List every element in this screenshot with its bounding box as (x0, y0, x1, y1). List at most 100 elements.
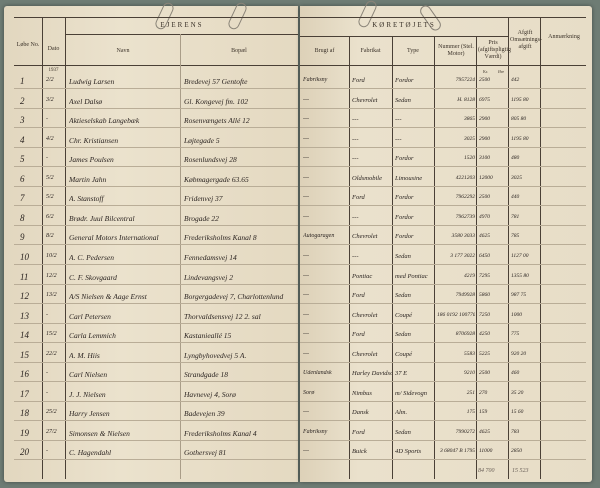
vehicle-type: Coupé (395, 311, 412, 319)
vehicle-price: 4625 (479, 428, 490, 435)
row-rule (300, 400, 586, 402)
vehicle-price: 12000 (479, 174, 493, 181)
row-rule (300, 361, 586, 363)
entry-number: 15 (20, 349, 29, 360)
owner-name: Martin Jahn (69, 174, 107, 184)
row-rule (14, 381, 298, 383)
entry-number: 19 (20, 427, 29, 438)
vehicle-used-by: --- (303, 116, 309, 123)
vehicle-price: 6975 (479, 96, 490, 103)
entry-number: 3 (20, 115, 25, 126)
vehicle-type: --- (395, 135, 402, 143)
vehicle-type: 37 E (395, 370, 408, 378)
entry-date: 15/2 (46, 331, 57, 338)
vehicle-price: 4970 (479, 213, 490, 220)
vehicle-type: Sedan (395, 428, 411, 436)
owner-address: Fennedamsvej 14 (184, 252, 237, 262)
vehicle-number: 3865 (464, 116, 475, 123)
vehicle-tax: 442 (511, 77, 520, 83)
vehicle-make: --- (352, 116, 359, 124)
row-rule (14, 166, 298, 168)
vehicle-make: --- (352, 155, 359, 163)
owner-name: J. J. Nielsen (69, 389, 106, 399)
vehicle-tax: 1127 00 (511, 252, 529, 259)
total-price: 84 700 (478, 468, 495, 474)
vehicle-price: 2500 (479, 370, 490, 377)
vehicle-type: Limousine (395, 174, 423, 182)
owner-address: Havnevej 4, Sorø (184, 389, 236, 399)
vehicle-number: 251 (466, 389, 475, 396)
vehicle-used-by: --- (303, 194, 309, 201)
owner-address: Brogade 22 (184, 213, 219, 223)
vehicle-type: Fordor (395, 155, 414, 163)
vehicle-type: Fordor (395, 194, 414, 202)
vehicle-type: Sedan (395, 96, 411, 104)
vehicle-used-by: Sorø (303, 389, 315, 396)
vehicle-make: Ford (352, 331, 365, 339)
entry-date: 4/2 (46, 135, 54, 142)
vehicle-number: 1520 (464, 155, 475, 162)
row-rule (14, 342, 298, 344)
row-rule (300, 342, 586, 344)
vehicle-price: 270 (479, 389, 488, 396)
vehicle-used-by: --- (303, 174, 309, 181)
vehicle-type: Alm. (395, 409, 408, 417)
owner-address: Rosenvængets Allé 12 (184, 116, 250, 126)
row-rule (14, 146, 298, 148)
entry-number: 17 (20, 388, 29, 399)
row-rule (14, 224, 298, 226)
entry-date: 13/2 (46, 292, 57, 299)
vehicle-type: Coupé (395, 350, 412, 358)
owner-address: Gothersvej 81 (184, 448, 227, 458)
vehicle-used-by: --- (303, 96, 309, 103)
vehicle-number: 3 68047 B 1795 (440, 448, 475, 455)
header-remark: Anmærkning (548, 34, 580, 40)
vehicle-number: 3580 3033 (451, 233, 475, 240)
entry-number: 4 (20, 134, 25, 145)
owner-address: Frederiksholms Kanal 8 (184, 233, 257, 243)
vehicle-tax: 35 20 (511, 389, 524, 396)
owner-address: Lindevangsvej 2 (184, 272, 233, 282)
vehicle-number: 3025 (464, 135, 475, 142)
vehicle-tax: 480 (511, 155, 520, 162)
vehicle-tax: 1000 (511, 311, 522, 318)
vehicle-make: --- (352, 135, 359, 143)
vehicle-price: 4625 (479, 233, 490, 240)
owner-address: Strandgade 18 (184, 370, 228, 380)
vehicle-price: 6450 (479, 252, 490, 259)
vehicle-number: H. 8128 (457, 96, 475, 103)
vehicle-tax: 920 20 (511, 350, 527, 357)
vehicle-price: 2500 (479, 194, 490, 201)
row-rule (14, 439, 298, 441)
row-rule (300, 381, 586, 383)
vehicle-number: 4221203 (455, 174, 475, 181)
vehicle-tax: 440 (511, 194, 520, 201)
vehicle-make: Ford (352, 77, 365, 84)
row-rule (14, 303, 298, 305)
vehicle-make: Oldsmobile (352, 174, 382, 182)
vehicle-number: 9210 (464, 370, 475, 377)
entry-date: - (46, 370, 48, 377)
entry-date: 22/2 (46, 350, 57, 357)
header-price: Pris (afgiftspligtig Værdi) (478, 40, 511, 60)
row-rule (14, 420, 298, 422)
vehicle-price: 7250 (479, 311, 490, 318)
entry-number: 1 (20, 76, 25, 86)
row-rule (300, 322, 586, 324)
row-rule (300, 88, 586, 89)
vehicle-used-by: --- (303, 331, 309, 338)
vehicle-price: 2500 (479, 77, 490, 83)
vehicle-price: 7295 (479, 272, 490, 279)
row-rule (14, 459, 298, 461)
vehicle-price: 5860 (479, 292, 490, 299)
vehicle-type: m/ Sidevogn (395, 389, 427, 397)
header-address: Bopæl (231, 48, 247, 54)
vehicle-tax: 460 (511, 370, 520, 377)
vehicle-used-by: --- (303, 252, 309, 259)
vehicle-used-by: Fabriksny (303, 428, 328, 435)
total-tax: 15 523 (512, 468, 529, 474)
ledger-right-page: KØRETØJETS Brugt af Fabrikat Type Nummer… (300, 0, 592, 482)
vehicle-tax: 1355 80 (511, 272, 529, 279)
header-no: Løbe No. (16, 42, 40, 48)
